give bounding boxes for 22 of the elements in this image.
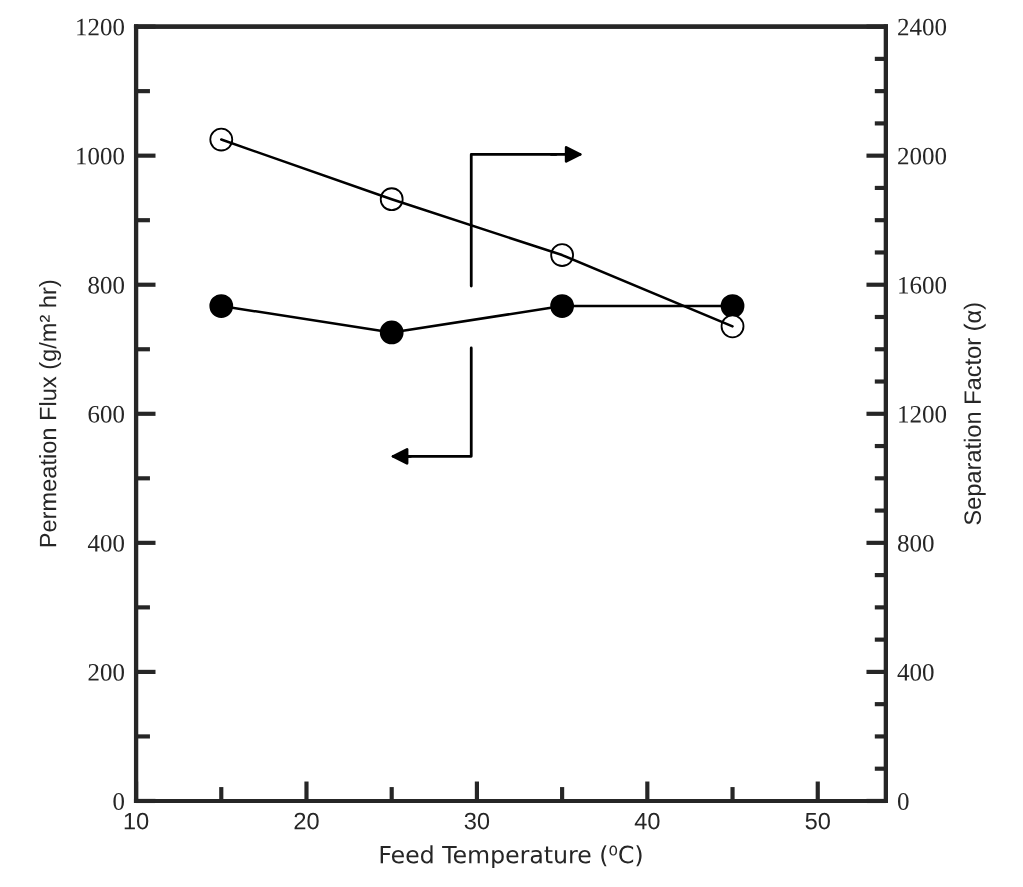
y-axis-title: Permeation Flux (g/m² hr) [39, 280, 62, 547]
y-tick-label: 200 [88, 663, 124, 681]
y2-tick-label: 2000 [898, 147, 947, 165]
y-tick-label: 800 [88, 276, 124, 294]
x-tick-label: 10 [124, 812, 149, 830]
y-tick-label: 1200 [77, 18, 124, 36]
y2-tick-label: 800 [897, 534, 934, 552]
y-tick-label: 1000 [77, 147, 124, 165]
y2-tick-label: 1600 [899, 276, 947, 294]
y2-tick-label: 2400 [898, 18, 947, 36]
y2-axis-title: Separation Factor (α) [963, 303, 986, 525]
y-tick-label: 400 [87, 534, 124, 552]
x-tick-label: 50 [805, 812, 830, 830]
x-tick-label: 20 [294, 812, 319, 830]
x-axis-title: Feed Temperature (⁰C) [380, 845, 642, 869]
y-tick-label: 600 [88, 405, 124, 423]
y2-tick-label: 1200 [899, 405, 947, 423]
y2-tick-label: 400 [897, 663, 934, 681]
y2-tick-label: 0 [897, 793, 909, 810]
x-tick-label: 40 [634, 812, 660, 830]
y-tick-label: 0 [113, 793, 124, 810]
x-tick-label: 30 [464, 812, 490, 830]
